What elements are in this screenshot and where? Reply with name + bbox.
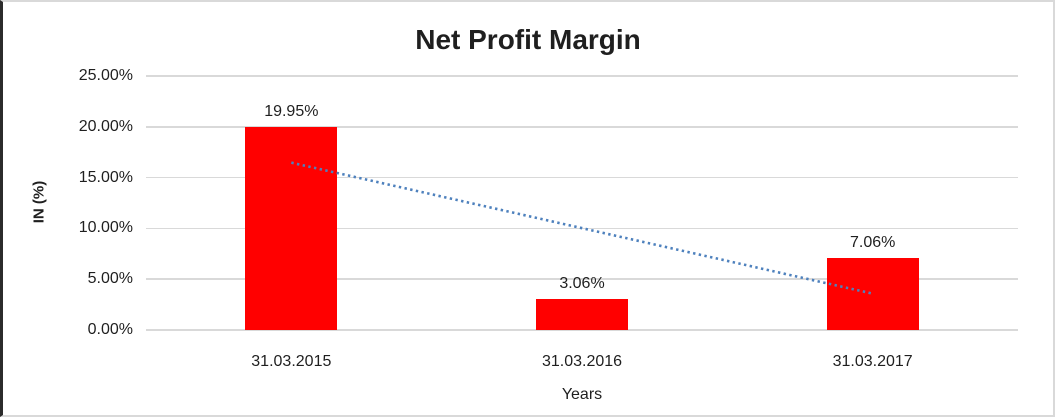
chart-title: Net Profit Margin (415, 24, 641, 55)
gridline (146, 278, 1018, 280)
x-tick-label: 31.03.2015 (251, 353, 332, 370)
bar (536, 298, 628, 330)
bar-value-label: 3.06% (559, 274, 605, 292)
bar (245, 127, 338, 330)
bar-value-label: 19.95% (264, 103, 319, 121)
y-tick-label: 25.00% (78, 67, 133, 84)
x-axis-title: Years (561, 386, 603, 403)
y-tick-label: 5.00% (87, 270, 133, 288)
bar (826, 258, 919, 330)
gridline (146, 75, 1018, 77)
y-tick-label: 15.00% (78, 168, 133, 186)
gridline (146, 126, 1018, 128)
bar-value-label: 7.06% (849, 234, 896, 252)
gridline (146, 329, 1018, 331)
x-tick-label: 31.03.2017 (832, 353, 913, 370)
y-tick-label: 20.00% (78, 117, 133, 135)
gridline (146, 176, 1018, 179)
x-tick-label: 31.03.2016 (541, 353, 623, 370)
y-tick-label: 10.00% (78, 219, 133, 237)
trendline (291, 161, 873, 295)
y-tick-label: 0.00% (87, 321, 133, 338)
